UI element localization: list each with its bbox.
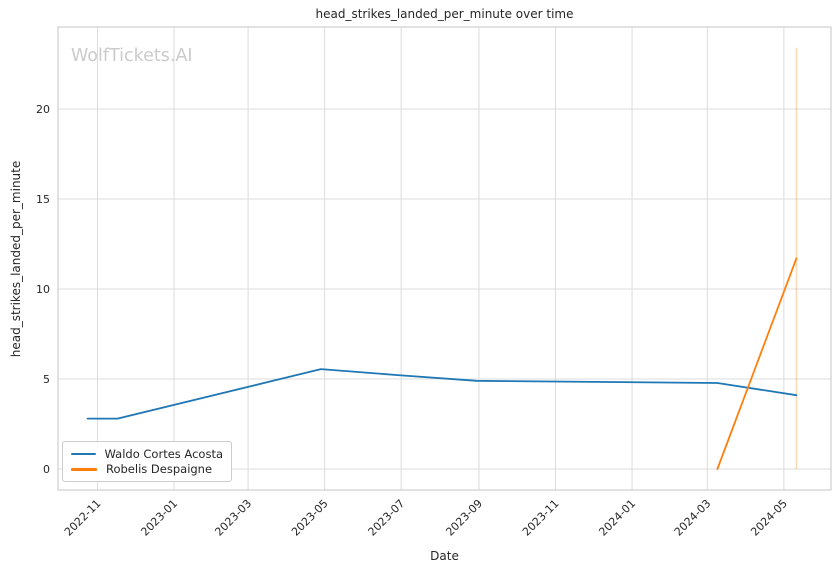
legend-line-swatch-orange	[71, 468, 97, 471]
legend-item-robelis: Robelis Despaigne	[71, 462, 223, 478]
y-tick-label: 15	[36, 193, 50, 206]
x-tick-label: 2023-05	[289, 497, 331, 539]
legend-label: Waldo Cortes Acosta	[104, 446, 223, 461]
y-tick-label: 0	[43, 463, 50, 476]
x-tick-label: 2023-07	[366, 497, 408, 539]
x-tick-label: 2023-01	[138, 497, 180, 539]
y-tick-label: 10	[36, 283, 50, 296]
series-line-1	[716, 257, 798, 470]
legend-label: Robelis Despaigne	[106, 462, 213, 477]
legend-item-waldo: Waldo Cortes Acosta	[71, 446, 223, 462]
x-tick-label: 2023-09	[443, 497, 485, 539]
x-tick-label: 2023-11	[520, 497, 562, 539]
x-tick-label: 2023-03	[213, 497, 255, 539]
y-tick-label: 20	[36, 103, 50, 116]
legend-line-swatch-blue	[71, 452, 96, 455]
plot-frame	[57, 26, 832, 491]
x-tick-label: 2024-05	[748, 497, 790, 539]
x-tick-label: 2022-11	[62, 497, 104, 539]
legend: Waldo Cortes Acosta Robelis Despaigne	[62, 441, 232, 482]
series-line-0	[86, 368, 798, 420]
x-axis-label: Date	[430, 549, 459, 563]
x-tick-label: 2024-03	[672, 497, 714, 539]
x-tick-label: 2024-01	[596, 497, 638, 539]
chart-title: head_strikes_landed_per_minute over time	[315, 7, 574, 21]
watermark: WolfTickets.AI	[71, 46, 193, 66]
y-tick-label: 5	[43, 373, 50, 386]
